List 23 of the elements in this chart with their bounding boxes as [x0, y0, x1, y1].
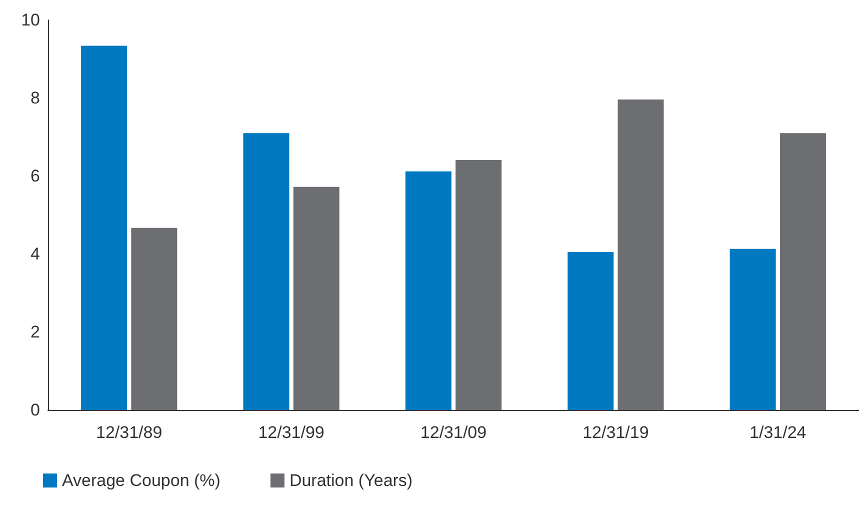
y-tick-label: 2 [30, 322, 40, 342]
bar [568, 252, 614, 410]
bar [405, 171, 452, 410]
bar [81, 46, 128, 410]
bar [730, 248, 776, 410]
bar [618, 100, 664, 410]
bar [293, 186, 340, 410]
x-tick-label: 12/31/19 [582, 423, 649, 442]
bar [243, 133, 290, 410]
x-tick-label: 12/31/09 [420, 423, 487, 442]
legend-label: Duration (Years) [289, 471, 413, 490]
x-tick-label: 12/31/89 [96, 423, 162, 442]
legend-label: Average Coupon (%) [62, 471, 220, 490]
x-tick-label: 1/31/24 [750, 423, 806, 442]
y-tick-label: 4 [30, 244, 40, 264]
bar [780, 133, 826, 410]
x-tick-label: 12/31/99 [258, 423, 324, 442]
y-tick-label: 6 [30, 166, 40, 186]
y-tick-label: 8 [30, 88, 40, 108]
bar [456, 160, 502, 410]
bar [131, 228, 178, 410]
y-tick-label: 0 [30, 400, 40, 420]
y-tick-label: 10 [21, 10, 40, 30]
